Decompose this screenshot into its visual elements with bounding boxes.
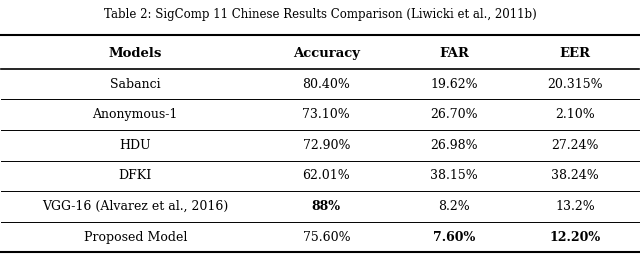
Text: 19.62%: 19.62% (430, 78, 477, 91)
Text: DFKI: DFKI (118, 169, 152, 182)
Text: Table 2: SigComp 11 Chinese Results Comparison (Liwicki et al., 2011b): Table 2: SigComp 11 Chinese Results Comp… (104, 8, 536, 21)
Text: 12.20%: 12.20% (549, 230, 600, 243)
Text: 27.24%: 27.24% (551, 139, 598, 152)
Text: 72.90%: 72.90% (303, 139, 350, 152)
Text: Anonymous-1: Anonymous-1 (93, 108, 178, 121)
Text: 62.01%: 62.01% (303, 169, 350, 182)
Text: EER: EER (559, 47, 590, 60)
Text: 13.2%: 13.2% (555, 200, 595, 213)
Text: 7.60%: 7.60% (433, 230, 475, 243)
Text: 73.10%: 73.10% (303, 108, 350, 121)
Text: 2.10%: 2.10% (555, 108, 595, 121)
Text: 75.60%: 75.60% (303, 230, 350, 243)
Text: 80.40%: 80.40% (303, 78, 350, 91)
Text: Accuracy: Accuracy (293, 47, 360, 60)
Text: 8.2%: 8.2% (438, 200, 470, 213)
Text: VGG-16 (Alvarez et al., 2016): VGG-16 (Alvarez et al., 2016) (42, 200, 228, 213)
Text: 38.15%: 38.15% (430, 169, 477, 182)
Text: 88%: 88% (312, 200, 341, 213)
Text: FAR: FAR (439, 47, 468, 60)
Text: 38.24%: 38.24% (551, 169, 599, 182)
Text: Models: Models (109, 47, 162, 60)
Text: 26.98%: 26.98% (430, 139, 477, 152)
Text: HDU: HDU (120, 139, 151, 152)
Text: Proposed Model: Proposed Model (83, 230, 187, 243)
Text: Sabanci: Sabanci (110, 78, 161, 91)
Text: 20.315%: 20.315% (547, 78, 603, 91)
Text: 26.70%: 26.70% (430, 108, 477, 121)
